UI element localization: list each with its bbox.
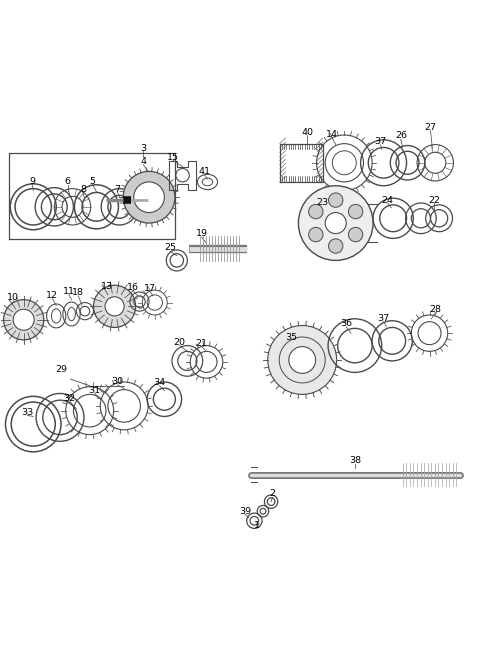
Text: 35: 35 <box>286 333 298 342</box>
Circle shape <box>328 193 343 207</box>
Circle shape <box>134 182 164 212</box>
Text: 11: 11 <box>63 286 75 296</box>
Text: 1: 1 <box>254 521 260 529</box>
Text: 39: 39 <box>239 506 251 516</box>
Text: 24: 24 <box>382 195 394 204</box>
Text: 37: 37 <box>378 314 390 324</box>
Text: 38: 38 <box>349 456 361 465</box>
Circle shape <box>3 299 44 340</box>
Text: 23: 23 <box>316 199 328 208</box>
Text: 28: 28 <box>429 305 441 314</box>
Text: 37: 37 <box>375 137 387 146</box>
Text: 19: 19 <box>196 229 208 238</box>
Text: 30: 30 <box>111 378 123 387</box>
Text: 8: 8 <box>80 185 86 194</box>
Text: 41: 41 <box>199 167 211 176</box>
Text: 4: 4 <box>140 158 146 166</box>
Circle shape <box>348 227 363 242</box>
Text: 32: 32 <box>63 394 76 403</box>
Text: 7: 7 <box>114 185 120 194</box>
Text: 10: 10 <box>7 293 19 302</box>
Text: 2: 2 <box>270 490 276 499</box>
Text: 27: 27 <box>424 123 436 132</box>
Text: 5: 5 <box>90 178 96 186</box>
Text: 18: 18 <box>72 288 84 298</box>
Circle shape <box>328 239 343 253</box>
Text: 36: 36 <box>340 319 352 328</box>
Circle shape <box>299 186 373 260</box>
Text: 22: 22 <box>428 195 440 204</box>
Text: 31: 31 <box>88 386 101 395</box>
Circle shape <box>325 212 346 234</box>
Circle shape <box>268 326 336 395</box>
Text: 9: 9 <box>29 178 36 186</box>
Text: 15: 15 <box>167 152 179 161</box>
Text: 20: 20 <box>174 339 186 347</box>
Circle shape <box>105 297 124 316</box>
Text: 21: 21 <box>196 339 208 348</box>
Text: 40: 40 <box>301 128 313 137</box>
Circle shape <box>13 309 34 330</box>
Text: 16: 16 <box>127 283 139 292</box>
Text: 29: 29 <box>55 365 67 374</box>
Text: 12: 12 <box>47 292 59 300</box>
Text: 17: 17 <box>144 284 156 293</box>
Circle shape <box>123 171 175 223</box>
Text: 13: 13 <box>101 282 113 291</box>
Text: 26: 26 <box>395 132 407 141</box>
Text: 6: 6 <box>65 178 71 186</box>
Text: 34: 34 <box>154 378 166 387</box>
Circle shape <box>348 204 363 219</box>
Circle shape <box>309 204 323 219</box>
Circle shape <box>309 227 323 242</box>
Text: 25: 25 <box>164 243 176 253</box>
Text: 14: 14 <box>326 130 338 139</box>
Circle shape <box>289 346 316 374</box>
Circle shape <box>94 285 136 327</box>
Text: 3: 3 <box>140 144 146 153</box>
Text: 33: 33 <box>22 408 34 417</box>
